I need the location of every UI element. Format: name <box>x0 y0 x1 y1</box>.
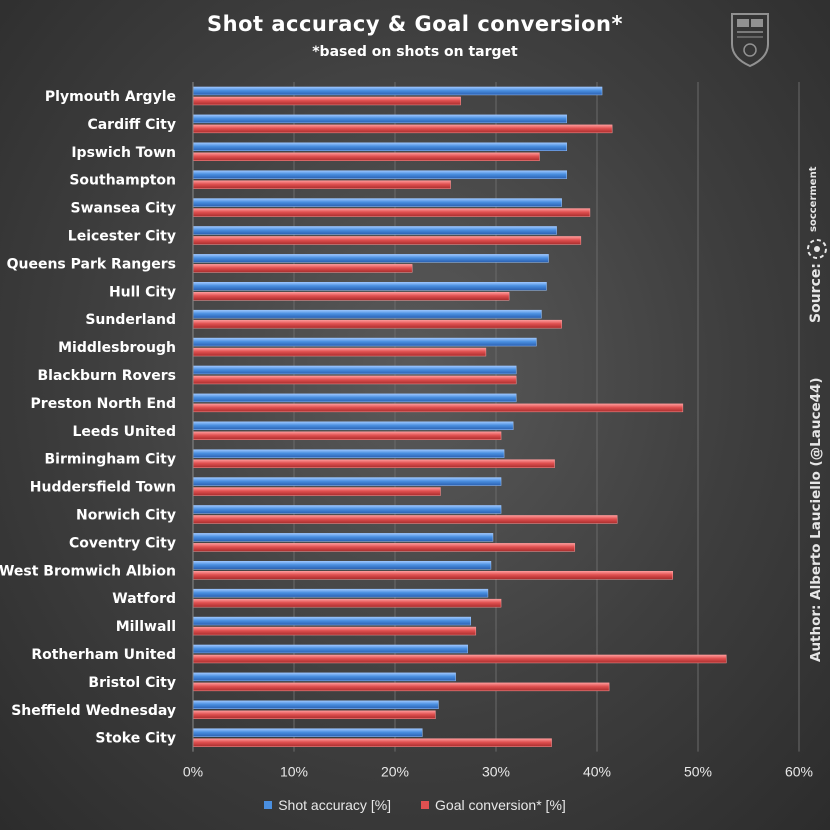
bar-goal-conversion <box>192 96 461 106</box>
bar-goal-conversion <box>192 124 613 134</box>
bar-shot-accuracy <box>192 728 423 737</box>
bar-goal-conversion <box>192 459 555 468</box>
bar-shot-accuracy <box>192 449 505 458</box>
bar-goal-conversion <box>192 487 441 496</box>
bar-shot-accuracy <box>192 198 562 207</box>
y-tick-label: Cardiff City <box>87 117 176 133</box>
bar-goal-conversion <box>192 515 618 524</box>
bar-shot-accuracy <box>192 588 489 598</box>
soccerment-logo-icon <box>807 239 827 259</box>
source-label: Source: <box>808 263 824 323</box>
x-tick-label: 40% <box>583 764 611 780</box>
bar-shot-accuracy <box>192 254 549 263</box>
x-tick-label: 0% <box>183 764 203 780</box>
x-tick-label: 60% <box>785 764 813 780</box>
bar-goal-conversion <box>192 682 610 692</box>
bar-goal-conversion <box>192 543 576 552</box>
y-tick-label: Swansea City <box>71 201 176 217</box>
legend-label-goal-conversion: Goal conversion* [%] <box>435 797 566 813</box>
bar-shot-accuracy <box>192 337 537 347</box>
bar-shot-accuracy <box>192 477 502 486</box>
bar-shot-accuracy <box>192 533 494 542</box>
y-tick-label: Southampton <box>69 173 176 189</box>
author-credit: Author: Alberto Lauciello (@Lauce44) <box>808 377 824 662</box>
bar-goal-conversion <box>192 152 540 161</box>
y-tick-label: Bristol City <box>88 675 176 691</box>
bar-goal-conversion <box>192 292 510 301</box>
y-tick-label: Sunderland <box>85 312 176 328</box>
bar-goal-conversion <box>192 598 502 608</box>
bar-goal-conversion <box>192 626 477 636</box>
legend: Shot accuracy [%] Goal conversion* [%] <box>0 797 830 813</box>
y-tick-label: Queens Park Rangers <box>7 256 176 272</box>
bar-goal-conversion <box>192 654 727 664</box>
y-tick-label: Leeds United <box>73 424 176 440</box>
bar-goal-conversion <box>192 375 517 385</box>
y-tick-label: Leicester City <box>68 228 176 244</box>
y-tick-label: Ipswich Town <box>71 145 176 161</box>
bar-shot-accuracy <box>192 644 468 654</box>
legend-swatch-blue <box>264 801 273 809</box>
bar-shot-accuracy <box>192 561 492 570</box>
x-tick-label: 30% <box>482 764 510 780</box>
y-tick-label: Birmingham City <box>44 452 176 468</box>
bar-shot-accuracy <box>192 393 517 403</box>
bar-shot-accuracy <box>192 226 557 235</box>
bar-goal-conversion <box>192 208 591 217</box>
y-tick-label: West Bromwich Albion <box>0 563 176 579</box>
bar-shot-accuracy <box>192 309 542 319</box>
bar-goal-conversion <box>192 738 552 747</box>
bar-shot-accuracy <box>192 142 567 151</box>
bar-shot-accuracy <box>192 700 439 709</box>
x-tick-label: 50% <box>684 764 712 780</box>
bar-shot-accuracy <box>192 421 514 430</box>
bar-goal-conversion <box>192 431 502 440</box>
bar-shot-accuracy <box>192 365 517 375</box>
legend-item-goal-conversion: Goal conversion* [%] <box>421 797 566 813</box>
y-tick-label: Watford <box>112 591 176 607</box>
bar-shot-accuracy <box>192 672 456 682</box>
y-tick-label: Preston North End <box>31 396 176 412</box>
x-tick-label: 20% <box>381 764 409 780</box>
x-tick-label: 10% <box>280 764 308 780</box>
bar-shot-accuracy <box>192 114 567 124</box>
legend-swatch-red <box>421 801 430 809</box>
legend-label-shot-accuracy: Shot accuracy [%] <box>278 797 392 813</box>
bar-goal-conversion <box>192 403 684 413</box>
y-tick-label: Millwall <box>116 619 176 635</box>
bar-shot-accuracy <box>192 170 567 179</box>
y-tick-label: Sheffield Wednesday <box>11 703 176 719</box>
league-logo <box>731 13 769 68</box>
bar-goal-conversion <box>192 347 487 357</box>
bar-shot-accuracy <box>192 86 603 96</box>
bar-shot-accuracy <box>192 505 502 514</box>
legend-item-shot-accuracy: Shot accuracy [%] <box>264 797 391 813</box>
chart-title: Shot accuracy & Goal conversion* <box>207 12 623 36</box>
bar-goal-conversion <box>192 236 582 245</box>
bar-goal-conversion <box>192 571 673 580</box>
y-tick-label: Stoke City <box>95 731 176 747</box>
y-tick-label: Middlesbrough <box>58 340 176 356</box>
y-tick-label: Plymouth Argyle <box>45 89 176 105</box>
y-tick-label: Rotherham United <box>31 647 176 663</box>
bar-goal-conversion <box>192 319 562 329</box>
y-tick-label: Coventry City <box>69 535 176 551</box>
bar-goal-conversion <box>192 710 436 719</box>
bar-shot-accuracy <box>192 616 471 626</box>
bar-shot-accuracy <box>192 282 547 291</box>
source-name: soccerment <box>808 166 819 233</box>
bar-goal-conversion <box>192 264 413 273</box>
y-tick-label: Norwich City <box>76 507 176 523</box>
y-tick-label: Huddersfield Town <box>30 480 176 496</box>
y-tick-label: Hull City <box>109 284 176 300</box>
bar-goal-conversion <box>192 180 451 189</box>
chart-subtitle: *based on shots on target <box>312 44 518 60</box>
y-tick-label: Blackburn Rovers <box>37 368 176 384</box>
